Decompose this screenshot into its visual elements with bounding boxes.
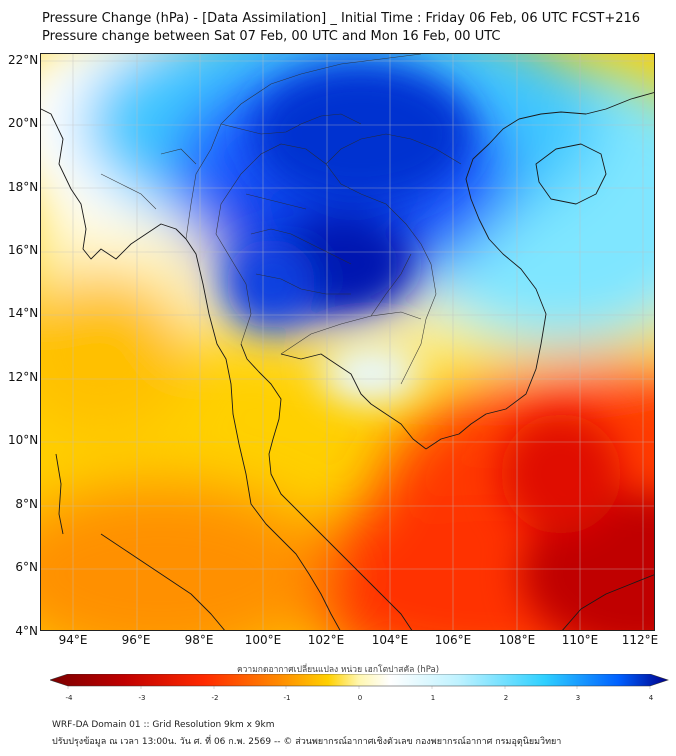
colorbar-label-m4: -4 xyxy=(65,694,73,702)
colorbar-label-0: 0 xyxy=(357,694,363,702)
lon-label-108e: 108°E xyxy=(498,633,536,647)
map-title: Pressure Change (hPa) - [Data Assimilati… xyxy=(42,11,641,26)
colorbar-title: ความกดอากาศเปลี่ยนแปลง หน่วย เฮกโตปาสคัล… xyxy=(236,665,440,675)
pressure-field-svg xyxy=(41,54,654,630)
field-cores xyxy=(226,64,654,630)
footer-resolution: WRF-DA Domain 01 :: Grid Resolution 9km … xyxy=(52,720,275,730)
colorbar-label-3: 3 xyxy=(575,694,581,702)
colorbar-label-m2: -2 xyxy=(211,694,219,702)
colorbar-label-m1: -1 xyxy=(283,694,291,702)
lat-label-16n: 16°N xyxy=(8,243,39,257)
lon-label-106e: 106°E xyxy=(434,633,472,647)
colorbar-label-4: 4 xyxy=(648,694,654,702)
lat-label-14n: 14°N xyxy=(8,306,39,320)
graticule xyxy=(41,54,654,630)
map-subtitle: Pressure change between Sat 07 Feb, 00 U… xyxy=(42,29,501,44)
lon-label-112e: 112°E xyxy=(621,633,659,647)
footer-credits: ปรับปรุงข้อมูล ณ เวลา 13:00น. วัน ศ. ที่… xyxy=(52,737,562,747)
lat-label-10n: 10°N xyxy=(8,433,39,447)
colorbar xyxy=(50,674,669,689)
lon-label-110e: 110°E xyxy=(561,633,599,647)
colorbar-ticks xyxy=(67,686,651,689)
colorbar-label-1: 1 xyxy=(430,694,436,702)
lat-label-22n: 22°N xyxy=(8,53,39,67)
lon-label-94e: 94°E xyxy=(58,633,88,647)
lon-label-102e: 102°E xyxy=(307,633,345,647)
colorbar-label-m3: -3 xyxy=(138,694,146,702)
lon-label-98e: 98°E xyxy=(184,633,214,647)
field-blobs xyxy=(41,54,654,630)
colorbar-gradient xyxy=(50,674,669,687)
lat-label-6n: 6°N xyxy=(15,560,38,574)
lon-label-104e: 104°E xyxy=(371,633,409,647)
borders xyxy=(100,54,462,385)
pressure-change-map xyxy=(40,53,655,631)
lat-label-18n: 18°N xyxy=(8,180,39,194)
lat-label-20n: 20°N xyxy=(8,116,39,130)
lat-label-12n: 12°N xyxy=(8,370,39,384)
colorbar-label-2: 2 xyxy=(503,694,509,702)
coastlines xyxy=(41,92,654,630)
lat-label-8n: 8°N xyxy=(15,497,38,511)
lon-label-100e: 100°E xyxy=(244,633,282,647)
lat-label-4n: 4°N xyxy=(15,624,38,638)
lon-label-96e: 96°E xyxy=(121,633,151,647)
